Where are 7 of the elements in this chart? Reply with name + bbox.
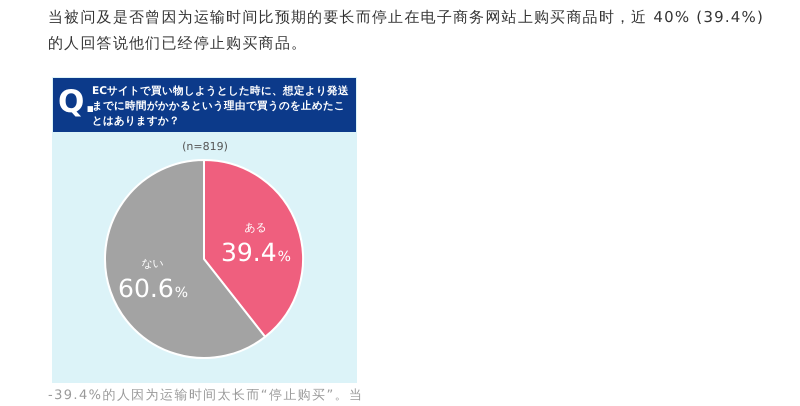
data-label: 60.6% [118, 274, 188, 303]
text: 当被问及是否曾因为运输时间比预期的要长而停止在电子商务网站上购买商品时，近 40% (39.4%) 的人回答说他们已经停止购买商品。 [48, 7, 766, 54]
text: -39.4%的人因为运输时间太长而“停止购买”。当 [48, 387, 364, 405]
chart-subtitle: (n=819) [181, 140, 229, 153]
data-label: 39.4% [220, 238, 291, 268]
slice-label: ある [244, 221, 266, 234]
slice-label: ない [142, 256, 164, 270]
